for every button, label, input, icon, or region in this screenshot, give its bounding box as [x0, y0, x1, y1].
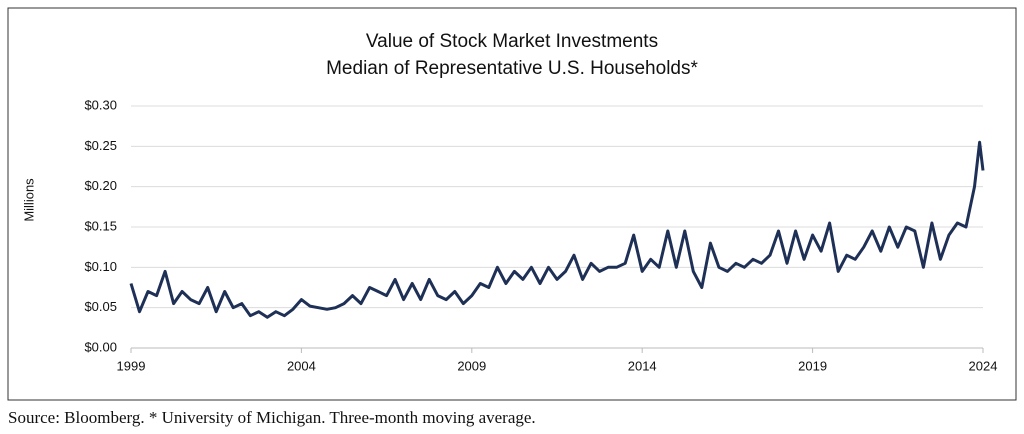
- source-note: Source: Bloomberg. * University of Michi…: [8, 408, 536, 427]
- line-series: [129, 140, 985, 319]
- x-tick-label: 2014: [628, 358, 657, 373]
- chart-title: Value of Stock Market Investments: [366, 31, 658, 52]
- x-tick-label: 2019: [798, 358, 827, 373]
- y-tick-label: $0.00: [84, 339, 117, 354]
- chart-frame: [7, 7, 1017, 401]
- y-tick-label: $0.05: [84, 299, 117, 314]
- x-tick-label: 1999: [117, 358, 146, 373]
- x-tick-label: 2024: [969, 358, 998, 373]
- x-tick-label: 2009: [457, 358, 486, 373]
- y-tick-label: $0.10: [84, 259, 117, 274]
- chart-subtitle: Median of Representative U.S. Households…: [326, 58, 698, 79]
- y-tick-label: $0.15: [84, 218, 117, 233]
- y-tick-label: $0.30: [84, 97, 117, 112]
- y-axis-label: Millions: [21, 178, 36, 222]
- y-tick-label: $0.20: [84, 178, 117, 193]
- x-tick-label: 2004: [287, 358, 316, 373]
- y-tick-label: $0.25: [84, 138, 117, 153]
